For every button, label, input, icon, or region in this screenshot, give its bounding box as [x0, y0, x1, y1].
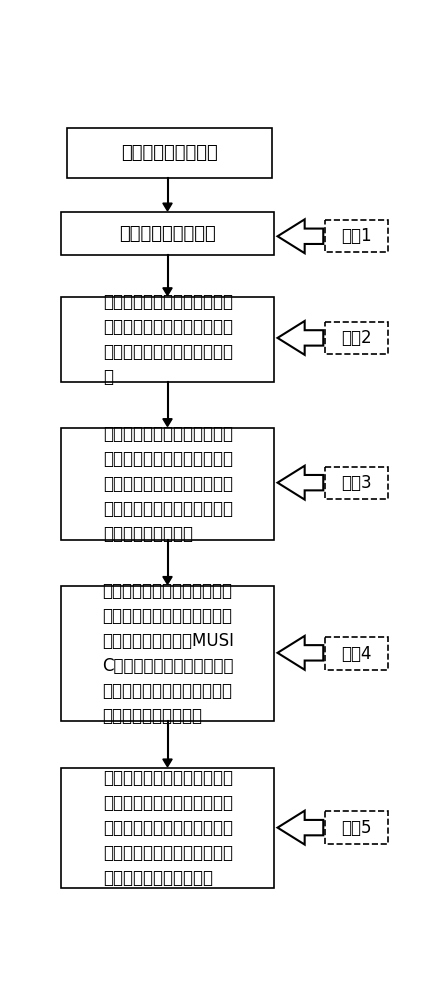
Polygon shape [277, 466, 323, 500]
Bar [67, 128, 272, 178]
Polygon shape [163, 759, 172, 767]
Text: 步骤2: 步骤2 [341, 329, 372, 347]
Polygon shape [163, 419, 172, 426]
Bar [325, 637, 389, 670]
Bar [61, 212, 274, 255]
Bar [325, 466, 389, 499]
Bar [61, 768, 274, 888]
Text: 根据一定测量范围内的任意角
度，存在一个不随角度变化的
一致聚焦变换，定义一致聚焦
变换矩阵，并通过最小二乘方
法求得聚焦变换矩阵: 根据一定测量范围内的任意角 度，存在一个不随角度变化的 一致聚焦变换，定义一致聚… [103, 425, 233, 543]
Bar [61, 428, 274, 540]
Text: 根据带宽内不同的中心频率点
，结合最小二乘法求得的一致
聚焦变换矩阵，利用MUSI
C方法求得每个中心频率点所
对应的信号空间谱，进而求得
信号空间谱的均值函数: 根据带宽内不同的中心频率点 ，结合最小二乘法求得的一致 聚焦变换矩阵，利用MUS… [102, 582, 234, 725]
Polygon shape [163, 577, 172, 584]
Bar [325, 322, 389, 354]
Polygon shape [277, 811, 323, 845]
Text: 步骤5: 步骤5 [341, 819, 372, 837]
Bar [325, 811, 389, 844]
Polygon shape [277, 636, 323, 670]
Text: 对麦克风阵列采集到的语音信
号，求得信号的协方差矩阵，
并在频率范围内定义中心频率
点: 对麦克风阵列采集到的语音信 号，求得信号的协方差矩阵， 并在频率范围内定义中心频… [103, 293, 233, 386]
Text: 步骤4: 步骤4 [341, 645, 372, 663]
Text: 步骤1: 步骤1 [341, 227, 372, 245]
Text: 双声源产生语音信号: 双声源产生语音信号 [121, 144, 218, 162]
Polygon shape [163, 288, 172, 296]
Polygon shape [277, 321, 323, 355]
Bar [61, 297, 274, 382]
Polygon shape [277, 219, 323, 253]
Text: 步骤3: 步骤3 [341, 474, 372, 492]
Bar [325, 220, 389, 252]
Text: 建立六元麦克风阵列: 建立六元麦克风阵列 [120, 225, 216, 243]
Text: 结合实际情况：仅有麦克风采
集到的语音信号可用，运用频
率点均值和时间快拍估计的方
法求得信号空间谱平均估计值
，进而求得声源估计角度: 结合实际情况：仅有麦克风采 集到的语音信号可用，运用频 率点均值和时间快拍估计的… [103, 769, 233, 887]
Polygon shape [163, 203, 172, 211]
Bar [61, 586, 274, 721]
